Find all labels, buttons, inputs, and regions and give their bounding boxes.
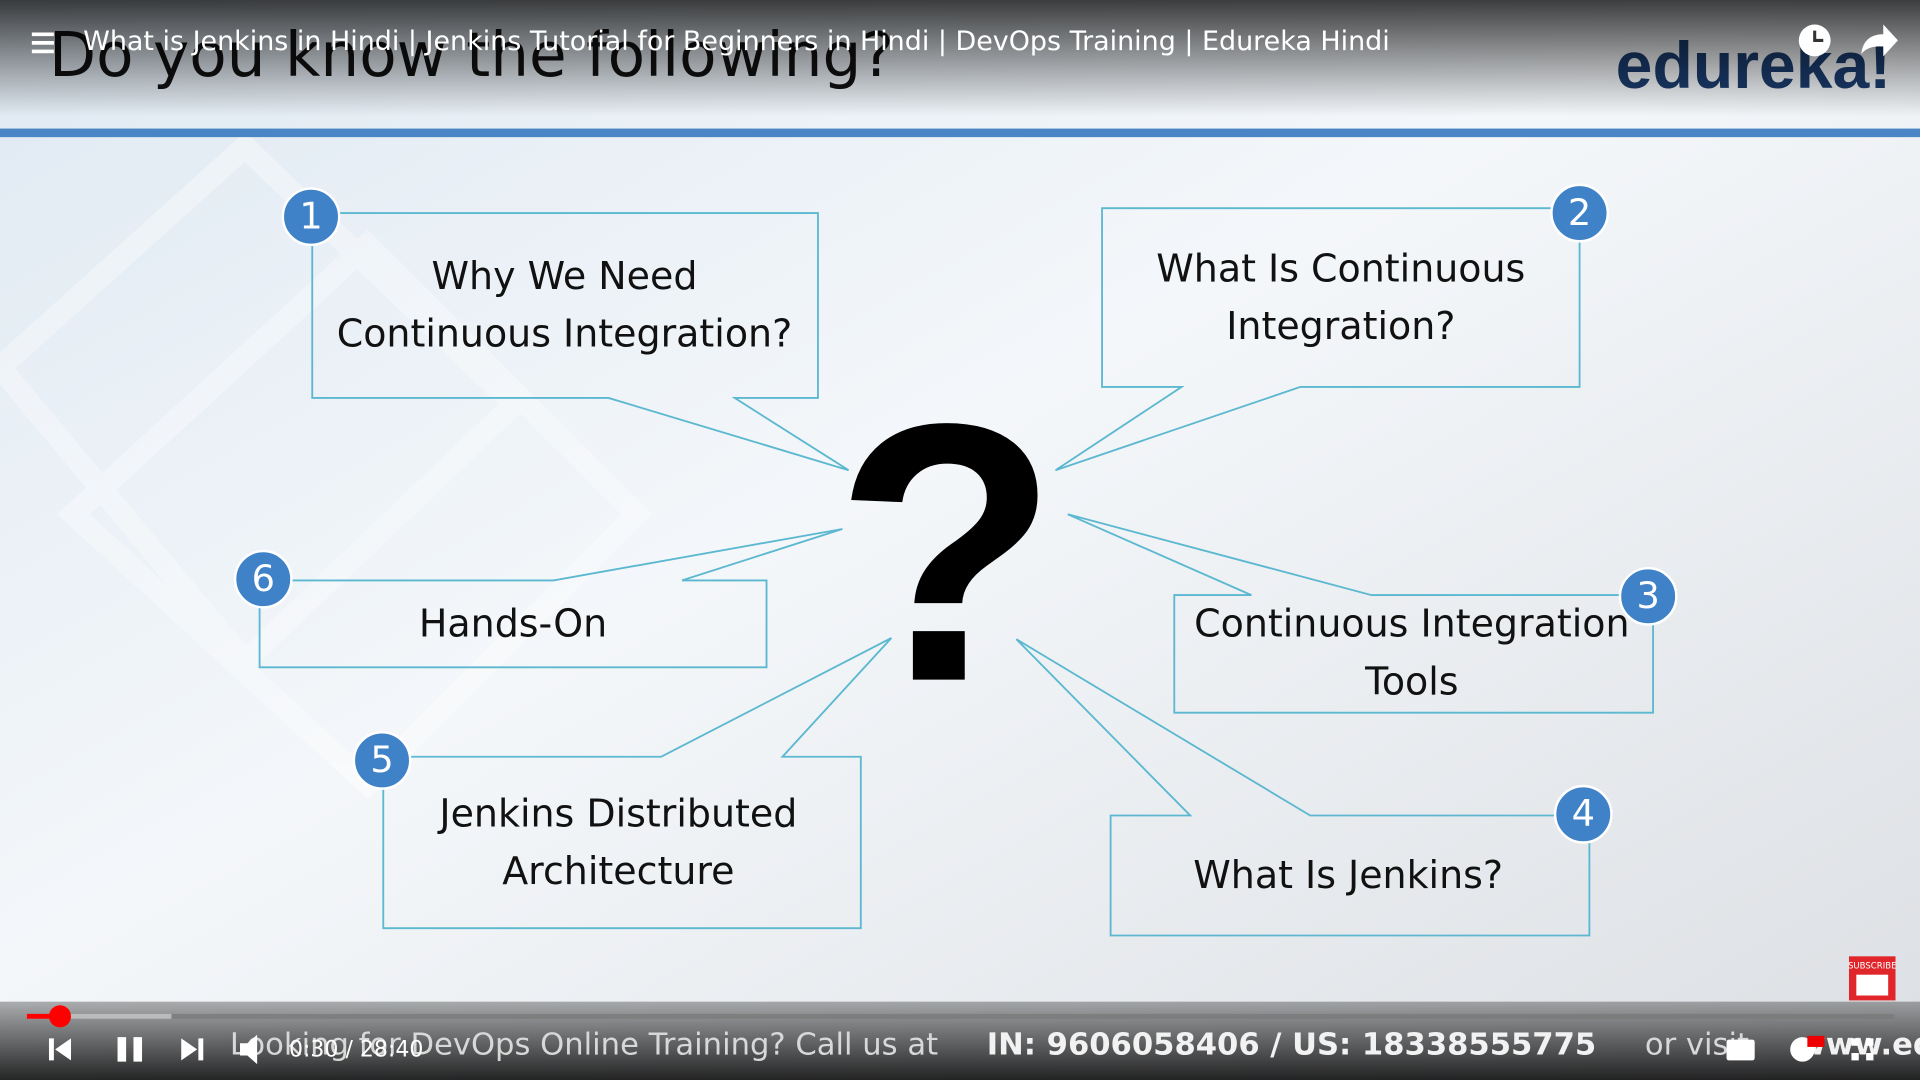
callout-text: Continuous Integration	[1194, 602, 1629, 646]
progress-played	[26, 1013, 61, 1019]
number-badge	[233, 549, 293, 609]
time-display: 0:30 / 28:40	[289, 1038, 423, 1063]
header-rule	[0, 128, 1920, 138]
number-text: 4	[1572, 792, 1595, 835]
banner-text: Looking for DevOps Online Training? Call…	[181, 1027, 1920, 1062]
callout-text: Architecture	[502, 849, 734, 893]
number-text: 5	[370, 738, 393, 781]
callout-text: Integration?	[1226, 304, 1455, 348]
top-overlay	[0, 0, 1920, 117]
number-badge	[1550, 183, 1609, 243]
question-mark: ?	[834, 347, 1058, 758]
callout-box	[1015, 638, 1591, 937]
callout-box	[258, 528, 843, 669]
number-text: 2	[1568, 191, 1591, 234]
number-badge	[1618, 566, 1678, 626]
callout-text: Why We Need	[432, 254, 698, 298]
number-text: 6	[252, 557, 275, 600]
callout-text: Jenkins Distributed	[437, 792, 797, 836]
banner-phone: IN: 9606058406 / US: 18338555775	[987, 1027, 1596, 1062]
exit-fullscreen-button[interactable]	[1851, 1038, 1874, 1061]
callout-box	[382, 637, 893, 930]
number-text: 1	[299, 194, 322, 237]
callout-text: Hands-On	[419, 602, 607, 646]
callout-text: What Is Jenkins?	[1193, 853, 1503, 897]
hd-badge	[1807, 1035, 1825, 1047]
progress-buffer	[26, 1013, 172, 1019]
previous-button[interactable]	[48, 1038, 72, 1061]
progress-track[interactable]	[26, 1013, 1895, 1019]
callout-box	[311, 212, 850, 472]
controls	[48, 1034, 1874, 1065]
number-badge	[352, 731, 412, 790]
pause-button[interactable]	[117, 1037, 143, 1062]
video-title[interactable]: What is Jenkins in Hindi | Jenkins Tutor…	[83, 26, 1389, 57]
next-button[interactable]	[181, 1038, 204, 1061]
number-badge	[281, 187, 341, 247]
number-text: 3	[1636, 574, 1659, 617]
volume-button[interactable]	[240, 1034, 258, 1065]
callout-text: Continuous Integration?	[337, 312, 793, 356]
banner-part: Looking for DevOps Online Training? Call…	[230, 1027, 938, 1062]
number-badge	[1553, 784, 1613, 844]
subscribe-text: SUBSCRIBE	[1848, 962, 1897, 972]
clock-hands	[1813, 30, 1824, 42]
share-icon[interactable]	[1861, 24, 1898, 57]
callout-box	[1067, 513, 1654, 714]
subscribe-icon	[1856, 974, 1889, 996]
callouts: Why We Need Continuous Integration? 1 What …	[233, 183, 1678, 937]
captions-button[interactable]	[1726, 1039, 1755, 1061]
progress-scrubber[interactable]	[48, 1005, 72, 1028]
background-pattern	[0, 131, 653, 799]
callout-text: What Is Continuous	[1156, 247, 1525, 291]
callout-text: Tools	[1364, 659, 1458, 703]
menu-icon[interactable]	[31, 32, 54, 54]
